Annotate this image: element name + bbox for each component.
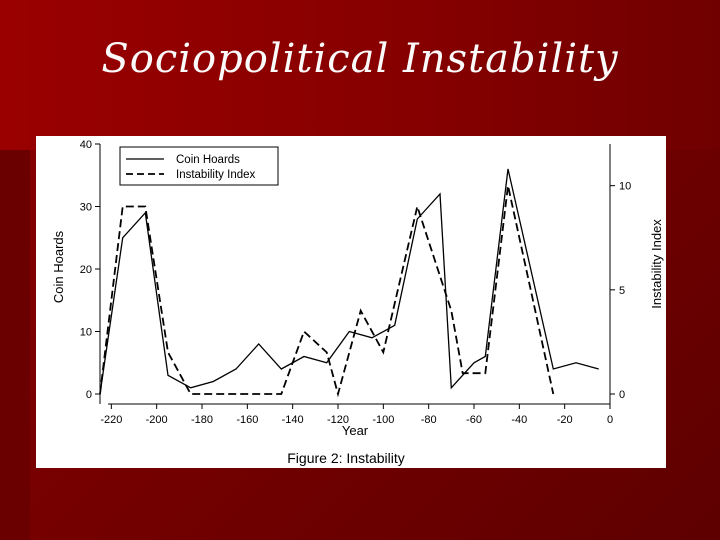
legend-label-coin-hoards: Coin Hoards [176, 154, 240, 166]
y-right-tick-label: 0 [619, 389, 625, 401]
y-right-tick-label: 10 [619, 181, 631, 193]
y-left-tick-label: 30 [80, 202, 92, 214]
x-axis-label: Year [342, 423, 369, 438]
x-tick-label: -120 [327, 414, 349, 426]
y-left-tick-label: 10 [80, 327, 92, 339]
coin-hoards-line [99, 168, 599, 395]
left-strip [0, 150, 30, 540]
y-left-tick-label: 20 [80, 264, 92, 276]
slide-title: Sociopolitical Instability [101, 36, 619, 82]
y-axis-label-right: Instability Index [649, 219, 664, 309]
x-tick-label: -200 [146, 414, 168, 426]
x-tick-label: -180 [191, 414, 213, 426]
figure-caption: Figure 2: Instability [287, 450, 405, 466]
y-left-tick-label: 0 [86, 389, 92, 401]
x-tick-label: -100 [372, 414, 394, 426]
x-tick-label: -80 [421, 414, 437, 426]
y-left-tick-label: 40 [80, 139, 92, 151]
x-tick-label: -140 [282, 414, 304, 426]
x-tick-label: -220 [100, 414, 122, 426]
x-tick-label: -20 [557, 414, 573, 426]
legend-label-instability-index: Instability Index [176, 169, 256, 181]
x-tick-label: 0 [607, 414, 613, 426]
title-band [0, 0, 720, 150]
y-right-tick-label: 5 [619, 285, 625, 297]
figure-panel: 0 10 20 30 40 0 5 10 -220 -200 -180 -160 -140 -120 -10… [36, 136, 666, 468]
x-tick-label: -160 [236, 414, 258, 426]
y-axis-label-left: Coin Hoards [51, 230, 66, 303]
x-tick-label: -40 [511, 414, 527, 426]
legend-box [119, 146, 279, 186]
x-tick-label: -60 [466, 414, 482, 426]
chart-legend: Coin Hoards Instability Index [119, 146, 279, 186]
series-layer [99, 168, 599, 398]
